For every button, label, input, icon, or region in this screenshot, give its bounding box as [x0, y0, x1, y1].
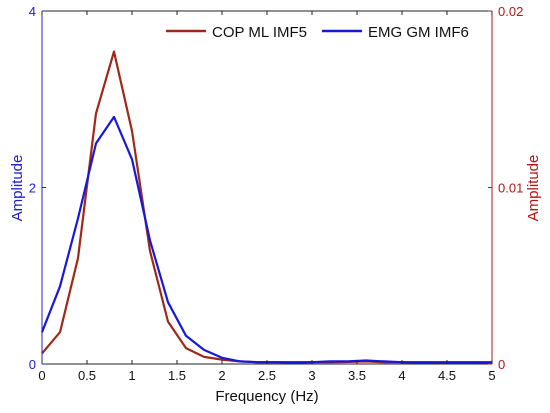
y-left-tick-label: 0 [29, 357, 36, 372]
x-tick-label: 5 [488, 368, 495, 383]
x-tick-label: 4 [398, 368, 405, 383]
legend: COP ML IMF5 EMG GM IMF6 [166, 24, 469, 41]
y-right-tick-label: 0.01 [498, 181, 523, 196]
x-tick-label: 1.5 [168, 368, 186, 383]
x-tick-label: 0 [38, 368, 45, 383]
x-tick-label: 1 [128, 368, 135, 383]
x-tick-label: 2.5 [258, 368, 276, 383]
y-axis-left-title: Amplitude [9, 155, 26, 222]
x-tick-label: 4.5 [438, 368, 456, 383]
x-tick-label: 3.5 [348, 368, 366, 383]
plot-area [42, 11, 492, 364]
y-axis-right-title: Amplitude [525, 155, 542, 222]
x-tick-label: 2 [218, 368, 225, 383]
y-right-tick-label: 0 [498, 357, 505, 372]
x-tick-label: 0.5 [78, 368, 96, 383]
legend-label: COP ML IMF5 [212, 24, 307, 41]
x-tick-label: 3 [308, 368, 315, 383]
y-left-tick-label: 4 [29, 4, 36, 19]
y-right-tick-label: 0.02 [498, 4, 523, 19]
x-axis-title: Frequency (Hz) [215, 388, 318, 405]
y-left-tick-label: 2 [29, 181, 36, 196]
legend-label: EMG GM IMF6 [368, 24, 469, 41]
